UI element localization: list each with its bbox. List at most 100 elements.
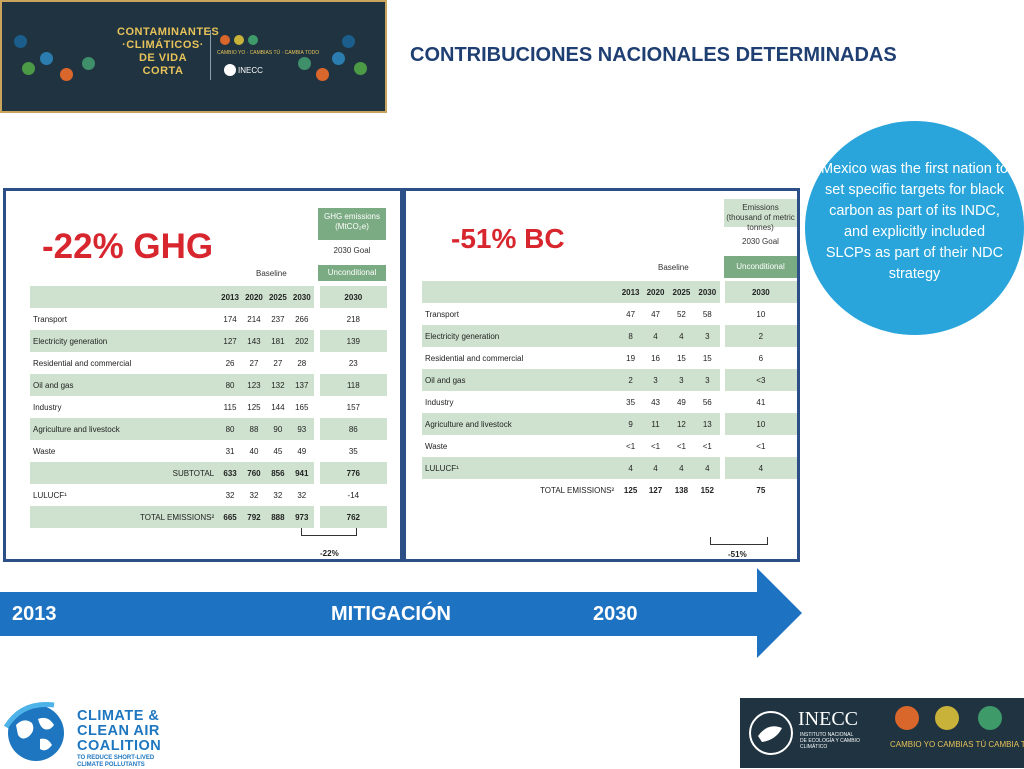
table-cell: -14	[347, 490, 360, 500]
table-cell: 6	[758, 353, 764, 363]
row-label: Oil and gas	[422, 369, 619, 391]
table-cell: 90	[265, 418, 290, 440]
table-cell: 143	[242, 330, 266, 352]
table-cell: <1	[650, 441, 661, 451]
table-cell: 123	[242, 374, 266, 396]
reduction-bracket	[710, 537, 768, 545]
year-header: 2030	[724, 281, 797, 303]
table-cell: 49	[676, 397, 686, 407]
table-cell: 138	[674, 485, 689, 495]
year-header: 2030	[319, 286, 387, 308]
table-cell: 16	[651, 353, 660, 363]
table-row: LULUCF¹ 4 4 4 4 4	[422, 457, 797, 479]
table-cell: 12	[667, 413, 695, 435]
page-title: CONTRIBUCIONES NACIONALES DETERMINADAS	[410, 44, 897, 66]
table-cell: 47	[651, 309, 660, 319]
ghg-baseline-label: Baseline	[256, 269, 287, 278]
table-cell: 115	[223, 402, 237, 412]
table-cell: 127	[648, 485, 663, 495]
table-cell: 202	[289, 330, 314, 352]
table-cell: 49	[297, 446, 307, 456]
row-label: Waste	[33, 446, 56, 456]
ghg-table: 2013 2020 2025 2030 2030 Transport 174 214…	[30, 286, 387, 528]
bc-panel: -51% BC Emissions (thousand of metric to…	[403, 188, 800, 562]
table-cell: <1	[626, 441, 636, 451]
bubble-icon	[298, 57, 311, 70]
row-label: Residential and commercial	[33, 358, 132, 368]
table-cell: 40	[249, 446, 259, 456]
table-cell: 174	[223, 314, 237, 324]
year-header: 2025	[667, 281, 695, 303]
year-header: 2013	[218, 286, 243, 308]
bubble-icon	[354, 62, 367, 75]
table-cell: 181	[265, 330, 290, 352]
table-cell: <1	[676, 441, 686, 451]
table-cell: 45	[273, 446, 283, 456]
table-cell: 165	[295, 402, 309, 412]
table-cell: 4	[667, 457, 695, 479]
table-row: Industry 115 125 144 165 157	[30, 396, 387, 418]
bc-unit-header: Emissions (thousand of metric tonnes)	[724, 199, 797, 232]
row-label: TOTAL EMISSIONS²	[30, 506, 219, 528]
year-header: 2020	[643, 281, 668, 303]
table-cell: 58	[702, 309, 712, 319]
table-cell: 52	[676, 309, 686, 319]
table-cell: 32	[297, 490, 307, 500]
table-cell: 35	[626, 397, 636, 407]
table-cell: 3	[694, 369, 720, 391]
table-row: Oil and gas 80 123 132 137 118	[30, 374, 387, 396]
table-cell: 760	[242, 462, 266, 484]
globe-icon	[895, 706, 919, 730]
row-label: Transport	[33, 314, 67, 324]
inecc-logo: INECC INSTITUTO NACIONAL DE ECOLOGÍA Y C…	[740, 698, 1024, 768]
table-cell: 218	[346, 314, 360, 324]
table-cell: 125	[247, 402, 261, 412]
bc-goal-label: 2030 Goal	[742, 237, 779, 246]
ghg-reduction: -22%	[320, 549, 339, 558]
year-header: 2025	[265, 286, 290, 308]
table-cell: 43	[651, 397, 660, 407]
callout-bubble: Mexico was the first nation to set speci…	[805, 121, 1024, 335]
row-label: TOTAL EMISSIONS²	[540, 485, 615, 495]
row-label: Industry	[33, 402, 62, 412]
row-label: Oil and gas	[30, 374, 219, 396]
ccac-title: CLIMATE & CLEAN AIR COALITION	[77, 709, 161, 754]
row-label: Residential and commercial	[425, 353, 524, 363]
ccac-subtitle-line: CLIMATE POLLUTANTS	[77, 762, 145, 768]
table-cell: 75	[756, 485, 766, 495]
row-label: LULUCF¹	[33, 490, 67, 500]
globe-icon	[220, 35, 230, 45]
table-cell: 139	[319, 330, 387, 352]
table-row: Electricity generation 127 143 181 202 139	[30, 330, 387, 352]
table-cell: 80	[218, 418, 243, 440]
table-cell: 214	[247, 314, 261, 324]
bubble-icon	[342, 35, 355, 48]
table-cell: 144	[271, 402, 285, 412]
header-banner: CONTAMINANTES ·CLIMÁTICOS· DE VIDA CORTA…	[0, 0, 387, 113]
bubble-icon	[40, 52, 53, 65]
table-row: TOTAL EMISSIONS² 125 127 138 152 75	[422, 479, 797, 501]
table-row: Agriculture and livestock 9 11 12 13 10	[422, 413, 797, 435]
banner-slogan: CAMBIO YO · CAMBIAS TÚ · CAMBIA TODO	[217, 50, 320, 56]
table-cell: 31	[225, 446, 235, 456]
table-cell: <1	[702, 441, 712, 451]
table-cell: 4	[643, 325, 668, 347]
ccac-title-line: CLIMATE &	[77, 708, 160, 724]
table-cell: 11	[643, 413, 668, 435]
table-cell: 127	[218, 330, 243, 352]
bc-reduction: -51%	[728, 550, 747, 559]
ghg-headline: -22% GHG	[42, 227, 214, 266]
globe-icon	[234, 35, 244, 45]
table-cell: 10	[756, 309, 766, 319]
table-cell: 2	[724, 325, 797, 347]
banner-title: CONTAMINANTES ·CLIMÁTICOS· DE VIDA CORTA	[117, 26, 219, 78]
table-cell: 93	[289, 418, 314, 440]
banner-inecc: INECC	[238, 66, 263, 75]
row-label: Electricity generation	[30, 330, 219, 352]
banner-title-line: ·CLIMÁTICOS·	[122, 39, 204, 51]
table-row: LULUCF¹ 32 32 32 32 -14	[30, 484, 387, 506]
table-cell: 80	[218, 374, 243, 396]
table-cell: 266	[295, 314, 309, 324]
ccac-subtitle-line: TO REDUCE SHORT-LIVED	[77, 755, 155, 761]
banner-title-line: DE VIDA CORTA	[138, 52, 188, 77]
